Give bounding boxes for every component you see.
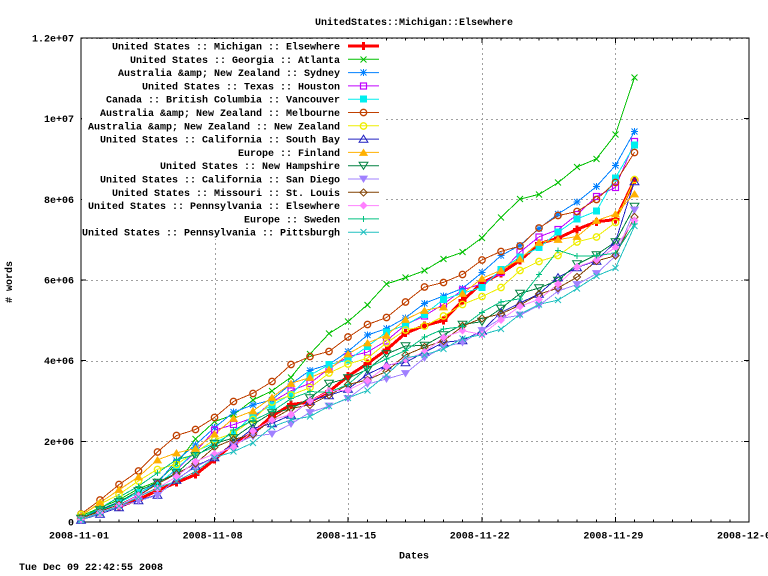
svg-text:2008-11-29: 2008-11-29 xyxy=(583,532,643,543)
svg-text:1e+07: 1e+07 xyxy=(44,115,74,126)
svg-text:United States :: Georgia :: At: United States :: Georgia :: Atlanta xyxy=(130,55,340,67)
svg-text:0: 0 xyxy=(68,519,74,530)
svg-text:United States :: Pennsylvania: United States :: Pennsylvania :: Elsewhe… xyxy=(88,201,340,213)
svg-text:2008-11-22: 2008-11-22 xyxy=(450,532,510,543)
svg-text:Europe :: Finland: Europe :: Finland xyxy=(238,148,340,160)
svg-text:4e+06: 4e+06 xyxy=(44,357,74,368)
svg-text:1.2e+07: 1.2e+07 xyxy=(32,35,74,46)
svg-text:Australia &amp; New Zealand ::: Australia &amp; New Zealand :: Melbourne xyxy=(100,108,340,120)
svg-text:United States :: Missouri :: S: United States :: Missouri :: St. Louis xyxy=(112,188,340,200)
svg-text:United States :: Pennsylvania: United States :: Pennsylvania :: Pittsbu… xyxy=(82,228,340,240)
svg-text:2008-11-01: 2008-11-01 xyxy=(49,532,109,543)
svg-text:6e+06: 6e+06 xyxy=(44,277,74,288)
svg-text:United States :: Michigan :: E: United States :: Michigan :: Elsewhere xyxy=(112,42,340,54)
svg-text:2e+06: 2e+06 xyxy=(44,438,74,449)
svg-text:United States :: New Hampshire: United States :: New Hampshire xyxy=(160,161,340,173)
svg-text:United States :: California ::: United States :: California :: San Diego xyxy=(100,175,340,187)
svg-text:UnitedStates::Michigan::Elsewh: UnitedStates::Michigan::Elsewhere xyxy=(315,17,513,29)
svg-text:# words: # words xyxy=(4,261,16,303)
svg-text:Australia &amp; New Zealand ::: Australia &amp; New Zealand :: Sydney xyxy=(118,68,340,80)
svg-text:Dates: Dates xyxy=(399,552,429,563)
svg-text:Canada :: British Columbia ::: Canada :: British Columbia :: Vancouver xyxy=(106,95,340,107)
svg-text:8e+06: 8e+06 xyxy=(44,196,74,207)
svg-text:2008-11-08: 2008-11-08 xyxy=(183,532,243,543)
svg-text:United States :: Texas :: Hous: United States :: Texas :: Houston xyxy=(142,81,340,93)
svg-text:Europe :: Sweden: Europe :: Sweden xyxy=(244,214,340,226)
svg-text:United States :: California ::: United States :: California :: South Bay xyxy=(100,135,340,147)
svg-text:2008-11-15: 2008-11-15 xyxy=(316,532,376,543)
svg-text:Tue Dec 09 22:42:55 2008: Tue Dec 09 22:42:55 2008 xyxy=(19,563,163,574)
svg-text:Australia &amp; New Zealand ::: Australia &amp; New Zealand :: New Zeala… xyxy=(88,121,340,133)
svg-text:2008-12-06: 2008-12-06 xyxy=(717,532,768,543)
